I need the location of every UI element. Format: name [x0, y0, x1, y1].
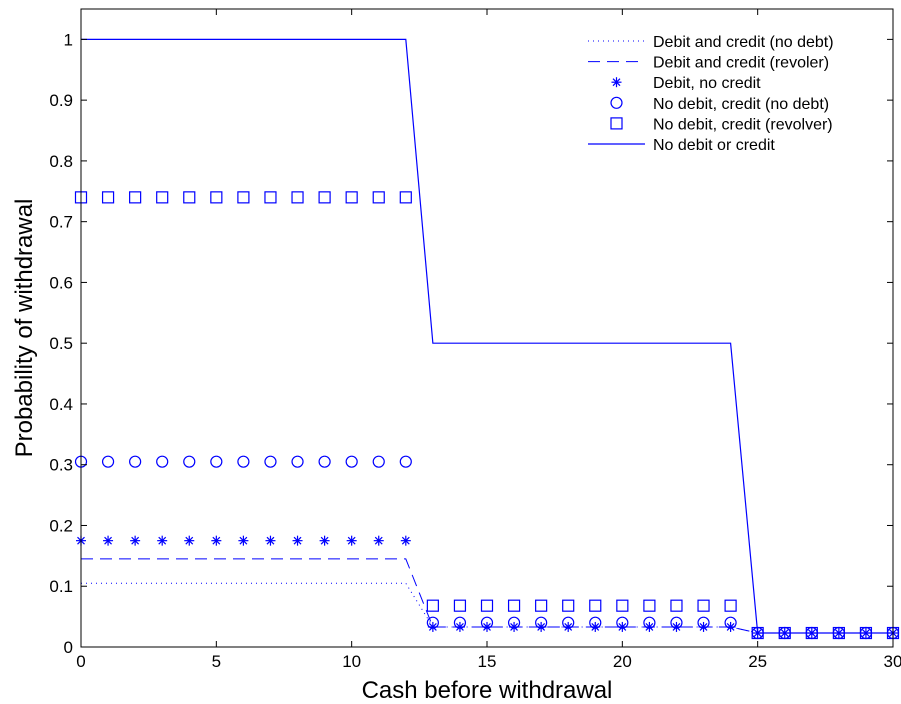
legend-item: No debit, credit (revolver) — [611, 116, 833, 133]
series-line — [81, 559, 893, 633]
square-marker — [427, 600, 438, 611]
circle-marker — [211, 456, 222, 467]
square-marker — [611, 118, 622, 129]
square-marker — [482, 600, 493, 611]
circle-marker — [265, 456, 276, 467]
asterisk-marker — [211, 536, 221, 546]
asterisk-marker — [265, 536, 275, 546]
legend-item: No debit or credit — [588, 137, 775, 154]
circle-marker — [373, 456, 384, 467]
square-marker — [319, 192, 330, 203]
square-marker — [292, 192, 303, 203]
legend-label: No debit or credit — [653, 137, 775, 154]
asterisk-marker — [238, 536, 248, 546]
x-tick-label: 25 — [748, 652, 767, 671]
asterisk-marker — [374, 536, 384, 546]
square-marker — [536, 600, 547, 611]
legend-item: Debit and credit (no debt) — [588, 34, 834, 51]
asterisk-marker — [293, 536, 303, 546]
square-marker — [184, 192, 195, 203]
asterisk-marker — [347, 536, 357, 546]
y-tick-label: 0.2 — [49, 516, 73, 535]
asterisk-marker — [612, 77, 622, 87]
y-axis-title: Probability of withdrawal — [11, 199, 38, 458]
circle-marker — [184, 456, 195, 467]
square-marker — [590, 600, 601, 611]
y-tick-label: 0.7 — [49, 213, 73, 232]
square-marker — [373, 192, 384, 203]
y-tick-label: 0 — [64, 638, 73, 657]
legend-item: Debit and credit (revoler) — [588, 55, 829, 72]
circle-marker — [346, 456, 357, 467]
square-marker — [671, 600, 682, 611]
legend-item: Debit, no credit — [612, 75, 762, 92]
circle-marker — [319, 456, 330, 467]
square-marker — [346, 192, 357, 203]
legend-label: No debit, credit (no debt) — [653, 96, 829, 113]
y-tick-label: 0.9 — [49, 91, 73, 110]
y-tick-label: 0.3 — [49, 456, 73, 475]
square-marker — [644, 600, 655, 611]
circle-marker — [400, 456, 411, 467]
square-marker — [211, 192, 222, 203]
y-tick-label: 1 — [64, 30, 73, 49]
y-tick-label: 0.8 — [49, 152, 73, 171]
square-marker — [400, 192, 411, 203]
asterisk-marker — [157, 536, 167, 546]
y-tick-label: 0.4 — [49, 395, 73, 414]
circle-marker — [130, 456, 141, 467]
legend-label: No debit, credit (revolver) — [653, 116, 833, 133]
square-marker — [238, 192, 249, 203]
square-marker — [698, 600, 709, 611]
x-tick-label: 0 — [76, 652, 85, 671]
square-marker — [563, 600, 574, 611]
legend-label: Debit and credit (revoler) — [653, 55, 829, 72]
legend-label: Debit and credit (no debt) — [653, 34, 834, 51]
asterisk-marker — [320, 536, 330, 546]
x-tick-label: 30 — [884, 652, 901, 671]
circle-marker — [238, 456, 249, 467]
y-tick-label: 0.5 — [49, 334, 73, 353]
x-tick-label: 10 — [342, 652, 361, 671]
square-marker — [130, 192, 141, 203]
square-marker — [265, 192, 276, 203]
series-4 — [76, 192, 899, 639]
square-marker — [157, 192, 168, 203]
circle-marker — [103, 456, 114, 467]
asterisk-marker — [401, 536, 411, 546]
asterisk-marker — [184, 536, 194, 546]
x-axis-title: Cash before withdrawal — [362, 677, 613, 704]
square-marker — [725, 600, 736, 611]
square-marker — [617, 600, 628, 611]
y-tick-label: 0.6 — [49, 273, 73, 292]
legend-item: No debit, credit (no debt) — [611, 96, 829, 113]
x-tick-label: 15 — [478, 652, 497, 671]
series-2 — [76, 536, 898, 638]
circle-marker — [292, 456, 303, 467]
square-marker — [103, 192, 114, 203]
x-tick-label: 20 — [613, 652, 632, 671]
y-tick-label: 0.1 — [49, 577, 73, 596]
asterisk-marker — [103, 536, 113, 546]
x-tick-label: 5 — [212, 652, 221, 671]
legend-label: Debit, no credit — [653, 75, 761, 92]
series-1 — [81, 559, 893, 633]
legend: Debit and credit (no debt) Debit and cred… — [588, 34, 834, 154]
circle-marker — [157, 456, 168, 467]
circle-marker — [611, 97, 622, 108]
square-marker — [509, 600, 520, 611]
asterisk-marker — [130, 536, 140, 546]
square-marker — [454, 600, 465, 611]
